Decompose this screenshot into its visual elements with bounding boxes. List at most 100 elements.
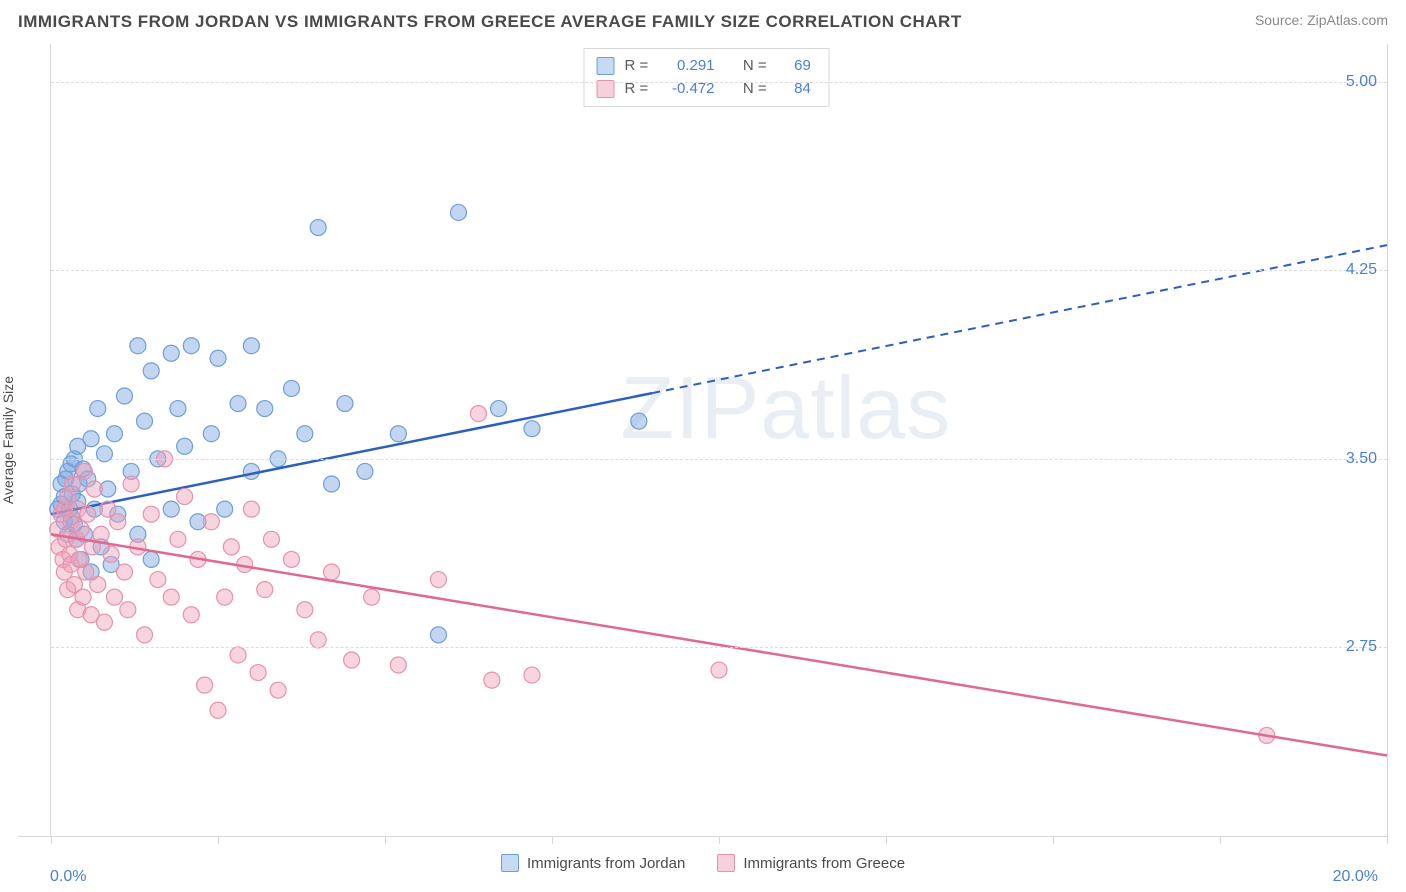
scatter-point	[110, 514, 126, 530]
scatter-point	[283, 380, 299, 396]
legend-swatch	[717, 854, 735, 872]
regression-line-extrapolated	[652, 245, 1387, 393]
stat-r-label: R =	[625, 55, 653, 78]
scatter-point	[143, 363, 159, 379]
legend-label: Immigrants from Jordan	[527, 855, 685, 872]
y-axis-label: Average Family Size	[0, 376, 16, 504]
scatter-point	[430, 572, 446, 588]
scatter-point	[170, 401, 186, 417]
x-tick	[218, 836, 219, 844]
scatter-point	[430, 627, 446, 643]
scatter-point	[103, 546, 119, 562]
scatter-point	[337, 396, 353, 412]
scatter-point	[137, 627, 153, 643]
scatter-point	[390, 657, 406, 673]
y-tick-label: 5.00	[1346, 73, 1377, 91]
source-label: Source: ZipAtlas.com	[1255, 12, 1388, 28]
scatter-point	[711, 662, 727, 678]
stat-r-value: 0.291	[663, 55, 715, 78]
gridline	[51, 270, 1387, 271]
gridline	[51, 647, 1387, 648]
scatter-point	[80, 506, 96, 522]
scatter-point	[203, 514, 219, 530]
legend-item: Immigrants from Greece	[717, 854, 905, 872]
scatter-point	[183, 338, 199, 354]
scatter-point	[177, 489, 193, 505]
scatter-point	[83, 431, 99, 447]
scatter-point	[390, 426, 406, 442]
bottom-legend: Immigrants from Jordan Immigrants from Gr…	[0, 854, 1406, 872]
scatter-point	[64, 476, 80, 492]
legend-swatch	[597, 57, 615, 75]
scatter-point	[93, 526, 109, 542]
scatter-point	[120, 602, 136, 618]
y-tick-label: 3.50	[1346, 450, 1377, 468]
scatter-point	[243, 338, 259, 354]
x-tick	[385, 836, 386, 844]
legend-label: Immigrants from Greece	[743, 855, 905, 872]
regression-line	[51, 393, 652, 514]
source-prefix: Source:	[1255, 12, 1307, 28]
gridline	[51, 82, 1387, 83]
scatter-point	[78, 564, 94, 580]
scatter-point	[163, 589, 179, 605]
scatter-point	[170, 531, 186, 547]
scatter-point	[143, 506, 159, 522]
scatter-point	[75, 589, 91, 605]
scatter-point	[364, 589, 380, 605]
scatter-point	[450, 204, 466, 220]
scatter-point	[217, 589, 233, 605]
scatter-point	[257, 401, 273, 417]
scatter-point	[106, 589, 122, 605]
scatter-point	[90, 401, 106, 417]
scatter-point	[150, 572, 166, 588]
scatter-point	[90, 577, 106, 593]
scatter-point	[163, 501, 179, 517]
scatter-point	[177, 438, 193, 454]
regression-line	[51, 534, 1387, 755]
scatter-point	[76, 463, 92, 479]
scatter-point	[230, 647, 246, 663]
stats-row: R =0.291 N =69	[597, 55, 811, 78]
scatter-point	[310, 632, 326, 648]
scatter-point	[324, 564, 340, 580]
scatter-point	[310, 220, 326, 236]
scatter-point	[257, 582, 273, 598]
x-tick	[886, 836, 887, 844]
stat-n-value: 69	[781, 55, 811, 78]
scatter-point	[96, 614, 112, 630]
scatter-point	[137, 413, 153, 429]
x-tick	[51, 836, 52, 844]
chart-title: IMMIGRANTS FROM JORDAN VS IMMIGRANTS FRO…	[18, 12, 962, 32]
scatter-point	[344, 652, 360, 668]
source-name: ZipAtlas.com	[1307, 12, 1388, 28]
scatter-point	[197, 677, 213, 693]
legend-item: Immigrants from Jordan	[501, 854, 685, 872]
y-tick-label: 4.25	[1346, 261, 1377, 279]
scatter-point	[484, 672, 500, 688]
scatter-point	[116, 388, 132, 404]
scatter-point	[116, 564, 132, 580]
scatter-point	[217, 501, 233, 517]
y-tick-label: 2.75	[1346, 638, 1377, 656]
scatter-point	[210, 702, 226, 718]
scatter-point	[283, 551, 299, 567]
x-tick	[1220, 836, 1221, 844]
stats-legend-box: R =0.291 N =69R =-0.472 N =84	[584, 48, 830, 107]
scatter-point	[123, 476, 139, 492]
scatter-point	[491, 401, 507, 417]
x-tick	[1387, 836, 1388, 844]
scatter-point	[297, 602, 313, 618]
scatter-point	[524, 421, 540, 437]
scatter-point	[631, 413, 647, 429]
scatter-point	[210, 350, 226, 366]
scatter-point	[357, 463, 373, 479]
scatter-svg	[51, 44, 1387, 836]
x-tick	[552, 836, 553, 844]
scatter-point	[297, 426, 313, 442]
chart-container: Average Family Size ZIPatlas R =0.291 N …	[18, 44, 1388, 837]
scatter-point	[263, 531, 279, 547]
scatter-point	[471, 406, 487, 422]
scatter-point	[130, 338, 146, 354]
scatter-point	[324, 476, 340, 492]
